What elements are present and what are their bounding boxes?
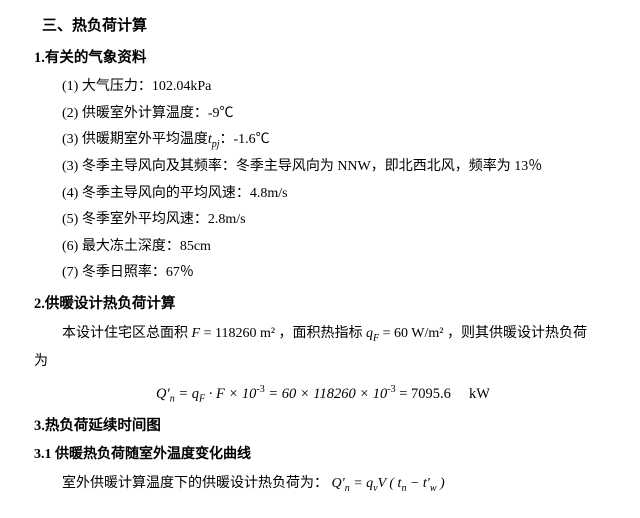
math-inline: Q′n = qvV ( tn − t′w ) xyxy=(332,476,445,491)
list-item: (6) 最大冻土深度：85cm xyxy=(62,234,612,261)
sym-sub: pj xyxy=(212,139,220,150)
math: = q xyxy=(350,476,373,491)
text: ，面积热指标 xyxy=(279,326,363,341)
climate-list: (1) 大气压力：102.04kPa (2) 供暖室外计算温度：-9℃ (3) … xyxy=(34,74,612,287)
subsection-2-title: 2.供暖设计热负荷计算 xyxy=(34,291,612,319)
math: V ( t xyxy=(378,476,402,491)
math: = q xyxy=(175,386,199,402)
math-sup: -3 xyxy=(256,384,264,395)
paragraph-cont: 为 xyxy=(34,349,612,376)
math: = 60 × 118260 × 10 xyxy=(265,386,388,402)
list-item: (2) 供暖室外计算温度：-9℃ xyxy=(62,101,612,128)
list-item: (1) 大气压力：102.04kPa xyxy=(62,74,612,101)
math: Q′ xyxy=(156,386,170,402)
subsection-1-title: 1.有关的气象资料 xyxy=(34,45,612,73)
paragraph: 室外供暖计算温度下的供暖设计热负荷为： Q′n = qvV ( tn − t′w… xyxy=(34,471,612,498)
math: = 7095.6 kW xyxy=(396,386,490,402)
math: − t′ xyxy=(406,476,429,491)
text: (3) 供暖期室外平均温度 xyxy=(62,132,208,147)
list-item: (3) 供暖期室外平均温度tpj：-1.6℃ xyxy=(62,127,612,154)
list-item: (4) 冬季主导风向的平均风速：4.8m/s xyxy=(62,181,612,208)
math: ) xyxy=(437,476,445,491)
formula-display: Q′n = qF · F × 10-3 = 60 × 118260 × 10-3… xyxy=(34,380,612,409)
math: · F × 10 xyxy=(205,386,256,402)
math-inline: F = 118260 m² xyxy=(192,326,276,341)
text: 本设计住宅区总面积 xyxy=(62,326,188,341)
math: Q′ xyxy=(332,476,345,491)
list-item: (7) 冬季日照率：67％ xyxy=(62,260,612,287)
math-sub: w xyxy=(430,483,437,494)
paragraph: 本设计住宅区总面积 F = 118260 m² ，面积热指标 qF = 60 W… xyxy=(34,321,612,348)
math-sup: -3 xyxy=(387,384,395,395)
math-inline: qF = 60 W/m² xyxy=(366,326,443,341)
list-item: (3) 冬季主导风向及其频率：冬季主导风向为 NNW，即北西北风，频率为 13％ xyxy=(62,154,612,181)
section-title: 三、热负荷计算 xyxy=(42,12,612,41)
document-page: 三、热负荷计算 1.有关的气象资料 (1) 大气压力：102.04kPa (2)… xyxy=(0,0,640,518)
text: 室外供暖计算温度下的供暖设计热负荷为： xyxy=(62,476,328,491)
list-item: (5) 冬季室外平均风速：2.8m/s xyxy=(62,207,612,234)
text: ，则其供暖设计热负荷 xyxy=(447,326,587,341)
subsubsection-31-title: 3.1 供暖热负荷随室外温度变化曲线 xyxy=(34,442,612,469)
subsection-3-title: 3.热负荷延续时间图 xyxy=(34,413,612,441)
text: ：-1.6℃ xyxy=(220,132,270,147)
